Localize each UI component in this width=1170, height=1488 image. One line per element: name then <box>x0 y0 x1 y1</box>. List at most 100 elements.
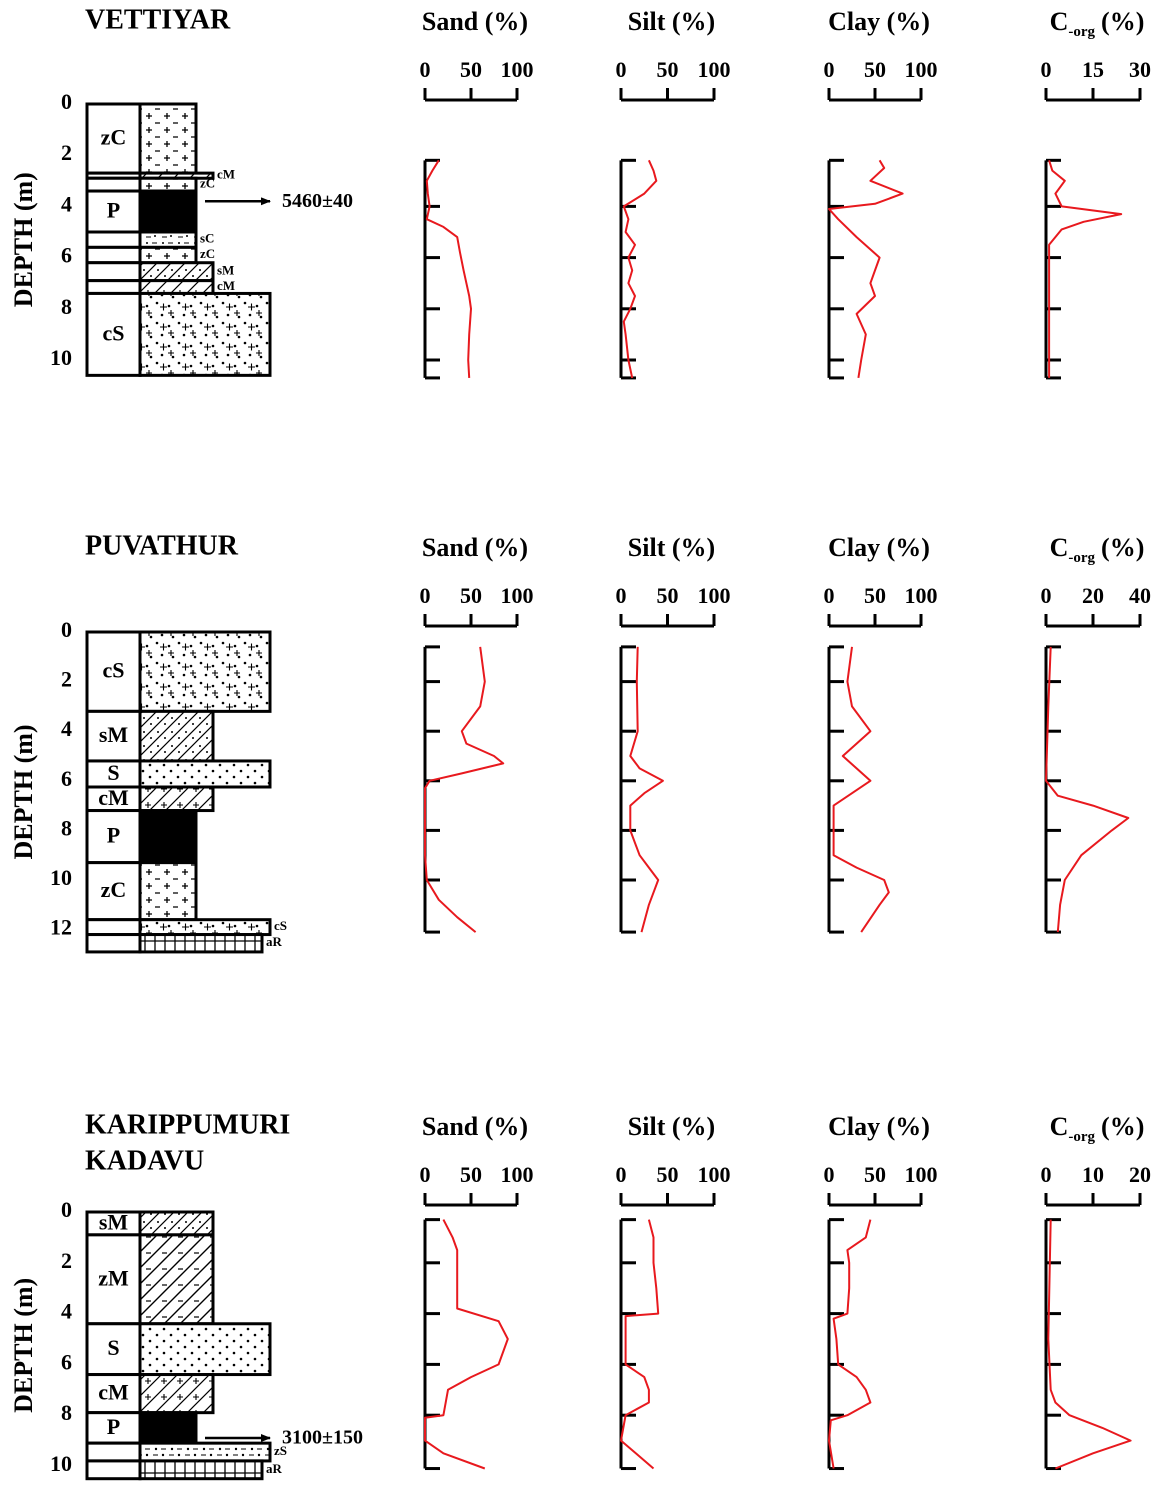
depth-tick-label: 6 <box>61 766 72 791</box>
x-tick-label: 20 <box>1082 583 1104 608</box>
layer-pattern <box>138 861 198 922</box>
x-tick-label: 40 <box>1129 583 1151 608</box>
x-tick-label: 100 <box>501 583 534 608</box>
layer-box <box>85 759 142 789</box>
panel-title-text: Silt (%) <box>628 533 715 562</box>
panel-title: C-org (%) <box>1050 1112 1145 1145</box>
site-title: KARIPPUMURI <box>85 1109 290 1140</box>
layer-pattern <box>138 245 198 265</box>
layer-label: zC <box>200 176 215 191</box>
panel-title-subscript: -org <box>1068 550 1095 566</box>
x-tick-label: 0 <box>616 583 627 608</box>
layer-pattern <box>138 279 215 295</box>
layer-pattern <box>138 709 215 763</box>
x-tick-label: 15 <box>1082 57 1104 82</box>
layer-label: aR <box>266 934 283 949</box>
depth-tick-label: 10 <box>50 345 72 370</box>
layer-label: P <box>107 198 120 223</box>
panel-title-subscript: -org <box>1068 24 1095 40</box>
profile-line <box>832 646 890 933</box>
layer-box <box>85 261 142 283</box>
layer-label: zC <box>101 125 127 150</box>
x-tick-label: 20 <box>1129 1162 1151 1187</box>
site-title: KADAVU <box>85 1145 204 1176</box>
x-tick-label: 0 <box>824 1162 835 1187</box>
layer-pattern <box>138 1411 198 1445</box>
panel-title: Sand (%) <box>422 7 528 36</box>
x-tick-label: 100 <box>905 57 938 82</box>
x-tick-label: 0 <box>824 583 835 608</box>
layer-box <box>85 230 142 249</box>
layer-pattern <box>138 1373 215 1415</box>
layer-label: S <box>107 1335 119 1360</box>
panel-title-text: Silt (%) <box>628 7 715 36</box>
x-tick-label: 50 <box>657 57 679 82</box>
profile-line <box>629 646 664 933</box>
profile-line <box>620 1219 660 1470</box>
x-tick-label: 100 <box>698 583 731 608</box>
depth-tick-label: 0 <box>61 89 72 114</box>
profile-line <box>1047 1219 1132 1470</box>
x-tick-label: 0 <box>420 57 431 82</box>
panel-title: Silt (%) <box>628 7 715 36</box>
depth-tick-label: 6 <box>61 243 72 268</box>
panel-title-unit: (%) <box>1101 1112 1144 1141</box>
x-tick-label: 50 <box>864 583 886 608</box>
layer-pattern <box>138 809 198 865</box>
layer-box <box>85 933 142 954</box>
layer-pattern <box>138 933 264 954</box>
layer-label: S <box>107 760 119 785</box>
layer-pattern <box>138 1233 215 1326</box>
depth-tick-label: 2 <box>61 667 72 692</box>
layer-pattern <box>138 1441 272 1463</box>
layer-label: cM <box>217 167 235 182</box>
panel-title: Silt (%) <box>628 533 715 562</box>
panel-title: Clay (%) <box>828 533 930 562</box>
depth-tick-label: 8 <box>61 294 72 319</box>
panel-title-text: C <box>1050 533 1069 562</box>
x-tick-label: 50 <box>657 583 679 608</box>
layer-box <box>85 176 142 193</box>
x-tick-label: 50 <box>657 1162 679 1187</box>
profile-line <box>1045 646 1130 933</box>
layer-pattern <box>138 230 198 249</box>
depth-tick-label: 10 <box>50 1451 72 1476</box>
panel-title-text: Sand (%) <box>422 1112 528 1141</box>
x-tick-label: 100 <box>698 1162 731 1187</box>
layer-box <box>85 630 142 713</box>
site-title: VETTIYAR <box>85 4 231 35</box>
layer-box <box>85 1459 142 1481</box>
panel-title-text: C <box>1050 1112 1069 1141</box>
layer-label: cM <box>98 785 129 810</box>
depth-tick-label: 4 <box>61 191 72 216</box>
layer-label: sM <box>99 1209 129 1234</box>
layer-pattern <box>138 176 198 193</box>
x-tick-label: 100 <box>905 1162 938 1187</box>
profile-line <box>424 1219 509 1470</box>
panel-title: Sand (%) <box>422 533 528 562</box>
profile-line <box>622 159 658 379</box>
date-label: 3100±150 <box>282 1427 363 1449</box>
layer-label: P <box>107 1414 120 1439</box>
panel-title-unit: (%) <box>1101 533 1144 562</box>
layer-label: aR <box>266 1461 283 1476</box>
layer-label: sC <box>200 231 214 246</box>
panel-title: Clay (%) <box>828 1112 930 1141</box>
depth-tick-label: 12 <box>50 915 72 940</box>
depth-tick-label: 10 <box>50 865 72 890</box>
site-title: PUVATHUR <box>85 530 239 561</box>
layer-label: zC <box>200 246 215 261</box>
x-tick-label: 50 <box>864 1162 886 1187</box>
layer-pattern <box>138 1210 215 1237</box>
layer-label: cS <box>103 658 125 683</box>
x-tick-label: 0 <box>420 583 431 608</box>
x-tick-label: 0 <box>616 57 627 82</box>
layer-label: zM <box>98 1265 129 1290</box>
depth-tick-label: 4 <box>61 716 72 741</box>
depth-tick-label: 4 <box>61 1299 72 1324</box>
x-tick-label: 100 <box>698 57 731 82</box>
x-tick-label: 0 <box>824 57 835 82</box>
x-tick-label: 100 <box>905 583 938 608</box>
profile-line <box>425 159 472 378</box>
